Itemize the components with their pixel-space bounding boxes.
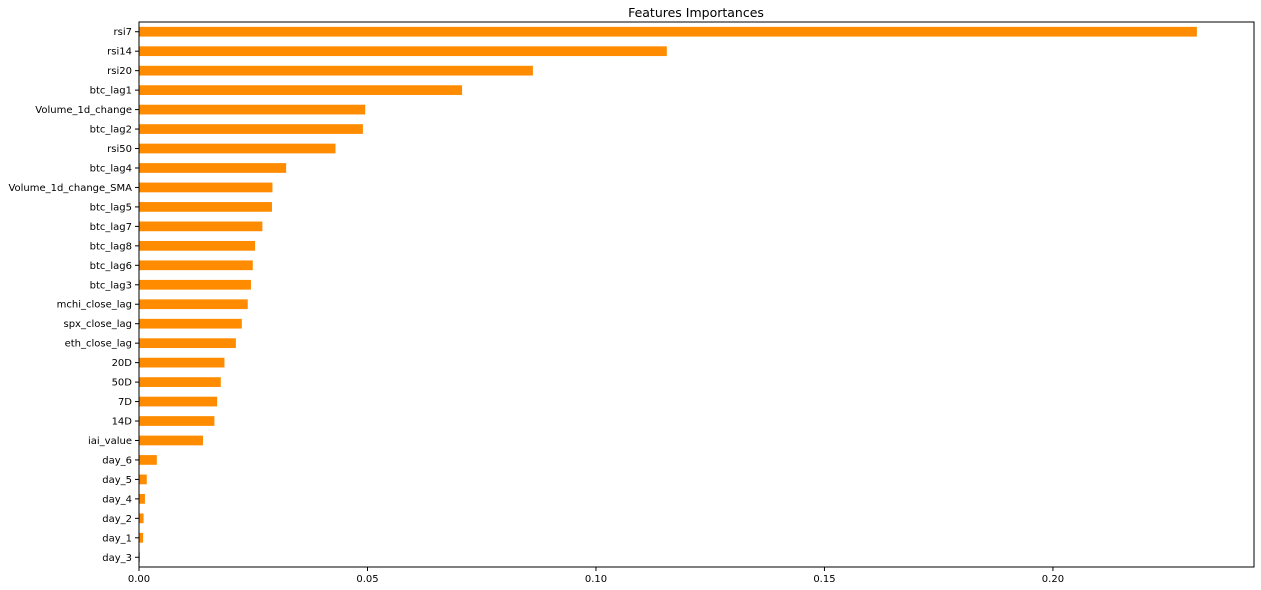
chart-title: Features Importances bbox=[628, 5, 764, 20]
y-tick-label: btc_lag4 bbox=[90, 163, 132, 174]
y-tick-label: day_3 bbox=[102, 553, 132, 564]
y-tick-label: rsi50 bbox=[107, 144, 132, 155]
y-tick-label: 7D bbox=[118, 397, 132, 408]
y-tick-label: day_1 bbox=[102, 533, 132, 544]
y-tick-label: btc_lag2 bbox=[90, 125, 132, 136]
bar-btc_lag4 bbox=[139, 163, 287, 173]
y-tick-label: rsi20 bbox=[107, 66, 132, 77]
bar-20D bbox=[139, 357, 225, 368]
y-tick-label: mchi_close_lag bbox=[57, 300, 132, 311]
bar-Volume_1d_change_SMA bbox=[139, 182, 273, 193]
y-tick-label: day_2 bbox=[102, 514, 132, 525]
y-tick-label: rsi14 bbox=[107, 47, 132, 58]
y-tick-label: btc_lag6 bbox=[90, 261, 132, 272]
x-tick-label: 0.10 bbox=[585, 574, 607, 585]
y-tick-label: Volume_1d_change_SMA bbox=[8, 183, 132, 194]
bar-Volume_1d_change bbox=[139, 104, 366, 115]
y-tick-label: rsi7 bbox=[114, 27, 132, 38]
bar-eth_close_lag bbox=[139, 338, 236, 349]
bars-group bbox=[139, 26, 1197, 563]
y-tick-label: spx_close_lag bbox=[64, 319, 133, 330]
bar-btc_lag1 bbox=[139, 85, 463, 95]
bar-day_2 bbox=[139, 513, 144, 524]
bar-spx_close_lag bbox=[139, 318, 242, 329]
bar-day_5 bbox=[139, 474, 147, 485]
bar-iai_value bbox=[139, 435, 203, 446]
bar-day_4 bbox=[139, 494, 145, 504]
bar-btc_lag6 bbox=[139, 260, 253, 271]
bar-btc_lag7 bbox=[139, 221, 263, 232]
bar-rsi20 bbox=[139, 65, 533, 76]
y-tick-label: day_6 bbox=[102, 455, 132, 466]
x-axis: 0.00 0.05 0.10 0.15 0.20 bbox=[128, 567, 1064, 585]
bar-50D bbox=[139, 377, 221, 387]
y-axis: rsi7 rsi14 rsi20 btc_lag1 Volume_1d_changebt… bbox=[8, 27, 139, 564]
bar-rsi50 bbox=[139, 143, 336, 154]
bar-mchi_close_lag bbox=[139, 299, 248, 310]
x-tick-label: 0.05 bbox=[356, 574, 378, 585]
y-tick-label: btc_lag3 bbox=[90, 280, 132, 291]
bar-rsi14 bbox=[139, 46, 667, 57]
plot-frame bbox=[138, 21, 1255, 568]
y-tick-label: 20D bbox=[112, 358, 133, 369]
bar-btc_lag3 bbox=[139, 279, 251, 290]
bar-day_6 bbox=[139, 455, 157, 465]
y-tick-label: 50D bbox=[112, 378, 133, 389]
y-tick-label: day_4 bbox=[102, 494, 132, 505]
y-tick-label: eth_close_lag bbox=[65, 339, 132, 350]
bar-btc_lag5 bbox=[139, 202, 272, 212]
bar-btc_lag2 bbox=[139, 124, 363, 134]
y-tick-label: btc_lag7 bbox=[90, 222, 132, 233]
bar-rsi7 bbox=[139, 26, 1197, 37]
bar-btc_lag8 bbox=[139, 240, 256, 251]
y-tick-label: btc_lag5 bbox=[90, 202, 132, 213]
y-tick-label: 14D bbox=[112, 417, 133, 428]
y-tick-label: Volume_1d_change bbox=[35, 105, 132, 116]
x-tick-label: 0.15 bbox=[813, 574, 835, 585]
y-tick-label: day_5 bbox=[102, 475, 132, 486]
bar-14D bbox=[139, 416, 215, 426]
x-tick-label: 0.20 bbox=[1042, 574, 1064, 585]
y-tick-label: btc_lag8 bbox=[90, 241, 132, 252]
bar-7D bbox=[139, 396, 218, 407]
y-tick-label: btc_lag1 bbox=[90, 86, 132, 97]
y-tick-label: iai_value bbox=[88, 436, 132, 447]
bar-day_1 bbox=[139, 532, 144, 543]
x-tick-label: 0.00 bbox=[128, 574, 150, 585]
